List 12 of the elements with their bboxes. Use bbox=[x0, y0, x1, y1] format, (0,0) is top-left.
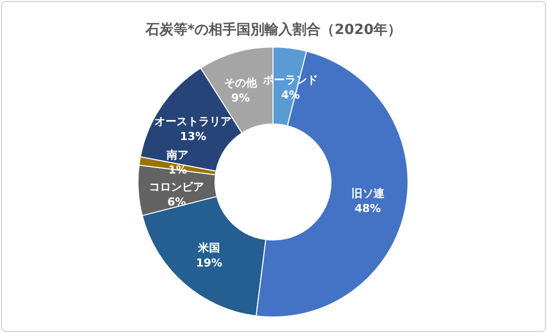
data-label: 19% bbox=[196, 256, 222, 270]
slice-label: その他 bbox=[224, 76, 258, 90]
slice-label: 米国 bbox=[197, 241, 220, 254]
slice-label: 旧ソ連 bbox=[351, 187, 386, 200]
data-label: 9% bbox=[231, 91, 250, 104]
data-label: 13% bbox=[180, 130, 206, 143]
data-label: 48% bbox=[354, 202, 381, 216]
chart-title: 石炭等*の相手国別輸入割合（2020年） bbox=[144, 21, 402, 38]
slice-label: オーストラリア bbox=[154, 114, 232, 128]
slice-label: 南ア bbox=[166, 148, 189, 162]
slice-label: コロンビア bbox=[149, 180, 204, 194]
data-label: 6% bbox=[167, 195, 186, 208]
